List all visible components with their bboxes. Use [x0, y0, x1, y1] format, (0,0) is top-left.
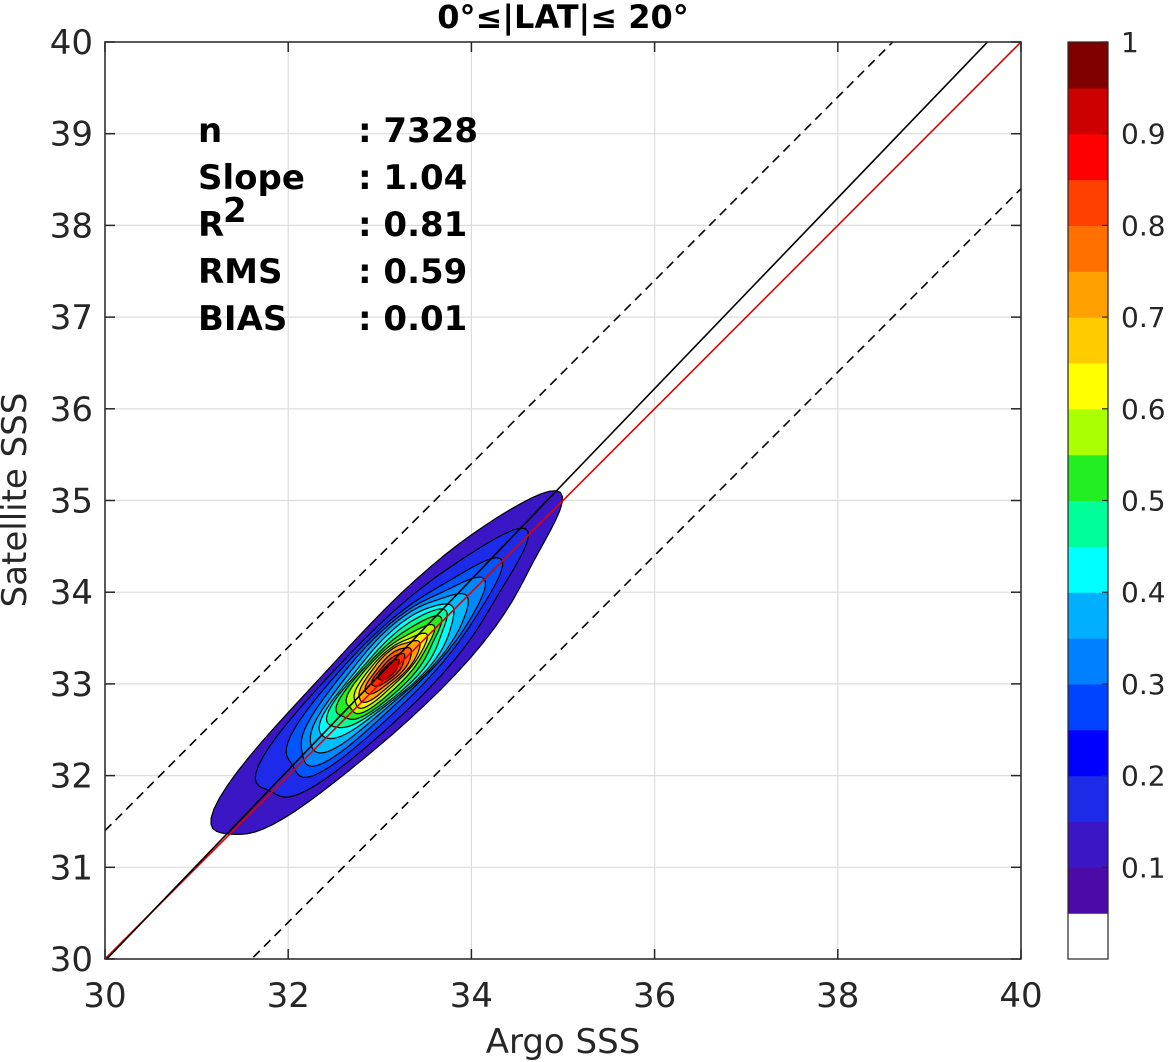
colorbar-segment-2 [1068, 821, 1108, 868]
colorbar-tick-label-9: 1 [1121, 26, 1139, 59]
stat-value-2: : 0.81 [358, 205, 467, 245]
axis-ticks: 30 32 34 36 38 40 30 31 32 33 34 35 36 37 38 39 40 [50, 23, 1043, 1016]
colorbar-segment-8 [1068, 546, 1108, 593]
colorbar-segment-11 [1068, 408, 1108, 456]
y-tick-label-0: 30 [50, 940, 93, 980]
colorbar-segment-16 [1068, 179, 1108, 226]
stat-value-4: : 0.01 [358, 299, 467, 339]
colorbar-tick-label-8: 0.9 [1121, 118, 1166, 151]
x-tick-label-0: 30 [83, 976, 126, 1016]
colorbar-tick-label-1: 0.2 [1121, 760, 1166, 793]
x-tick-label-2: 34 [450, 976, 493, 1016]
colorbar-segment-6 [1068, 638, 1108, 685]
reference-lines [105, 42, 1021, 959]
colorbar-segment-17 [1068, 133, 1108, 181]
colorbar-segment-12 [1068, 362, 1108, 410]
x-tick-label-5: 40 [999, 976, 1042, 1016]
colorbar-segment-13 [1068, 317, 1108, 364]
colorbar: 0.1 0.2 0.3 0.4 0.5 0.6 0.7 0.8 0.9 1 [1067, 26, 1166, 960]
y-tick-label-9: 39 [50, 115, 93, 155]
colorbar-tick-label-2: 0.3 [1121, 668, 1166, 701]
stat-value-0: : 7328 [358, 111, 478, 151]
y-tick-label-4: 34 [50, 573, 93, 613]
colorbar-segment-10 [1068, 454, 1108, 502]
stat-label-4: BIAS [198, 299, 287, 339]
colorbar-tick-label-5: 0.6 [1121, 393, 1166, 426]
y-tick-label-5: 35 [50, 482, 93, 522]
stat-label-0: n [198, 111, 222, 151]
colorbar-segment-19 [1068, 42, 1108, 89]
line-regression [105, 42, 989, 959]
x-tick-label-4: 38 [816, 976, 859, 1016]
y-tick-label-3: 33 [50, 665, 93, 705]
chart-title: 0°≤|LAT|≤ 20° [437, 0, 688, 37]
colorbar-segment-4 [1068, 729, 1108, 777]
density-contours [210, 490, 564, 836]
stat-value-3: : 0.59 [358, 252, 467, 292]
colorbar-segment-3 [1068, 775, 1108, 823]
y-tick-label-7: 37 [50, 298, 93, 338]
y-tick-label-2: 32 [50, 757, 93, 797]
y-tick-label-1: 31 [50, 848, 93, 888]
stat-label-3: RMS [198, 252, 283, 292]
colorbar-segment-7 [1068, 592, 1108, 639]
colorbar-tick-label-4: 0.5 [1121, 485, 1166, 518]
colorbar-tick-label-6: 0.7 [1121, 301, 1166, 334]
colorbar-segment-18 [1068, 87, 1108, 135]
colorbar-tick-label-7: 0.8 [1121, 209, 1166, 242]
line-one-to-one [105, 42, 1021, 959]
stats-box: n : 7328 Slope : 1.04 R2 : 0.81 RMS : 0.59 BIAS:… [198, 111, 478, 339]
colorbar-segment-14 [1068, 271, 1108, 318]
stat-value-1: : 1.04 [358, 158, 467, 198]
stat-label-1: Slope [198, 158, 305, 198]
y-axis-label: Satellite SSS [0, 393, 35, 608]
stat-label-2: R [198, 205, 224, 245]
x-tick-label-3: 36 [633, 976, 676, 1016]
line-lower-bound [250, 188, 1021, 959]
x-axis-label: Argo SSS [486, 1022, 641, 1062]
x-tick-label-1: 32 [267, 976, 310, 1016]
y-tick-label-10: 40 [50, 23, 93, 63]
contour-level-13 [377, 658, 400, 681]
colorbar-segment-15 [1068, 225, 1108, 272]
colorbar-segment-0 [1068, 913, 1108, 960]
y-tick-label-8: 38 [50, 206, 93, 246]
stat-label-sup-2: 2 [223, 191, 247, 231]
colorbar-segment-9 [1068, 500, 1108, 547]
y-tick-label-6: 36 [50, 390, 93, 430]
colorbar-segment-5 [1068, 683, 1108, 731]
colorbar-tick-label-0: 0.1 [1121, 851, 1166, 884]
line-upper-bound [105, 42, 894, 832]
colorbar-segment-1 [1068, 867, 1108, 914]
colorbar-tick-label-3: 0.4 [1121, 576, 1166, 609]
